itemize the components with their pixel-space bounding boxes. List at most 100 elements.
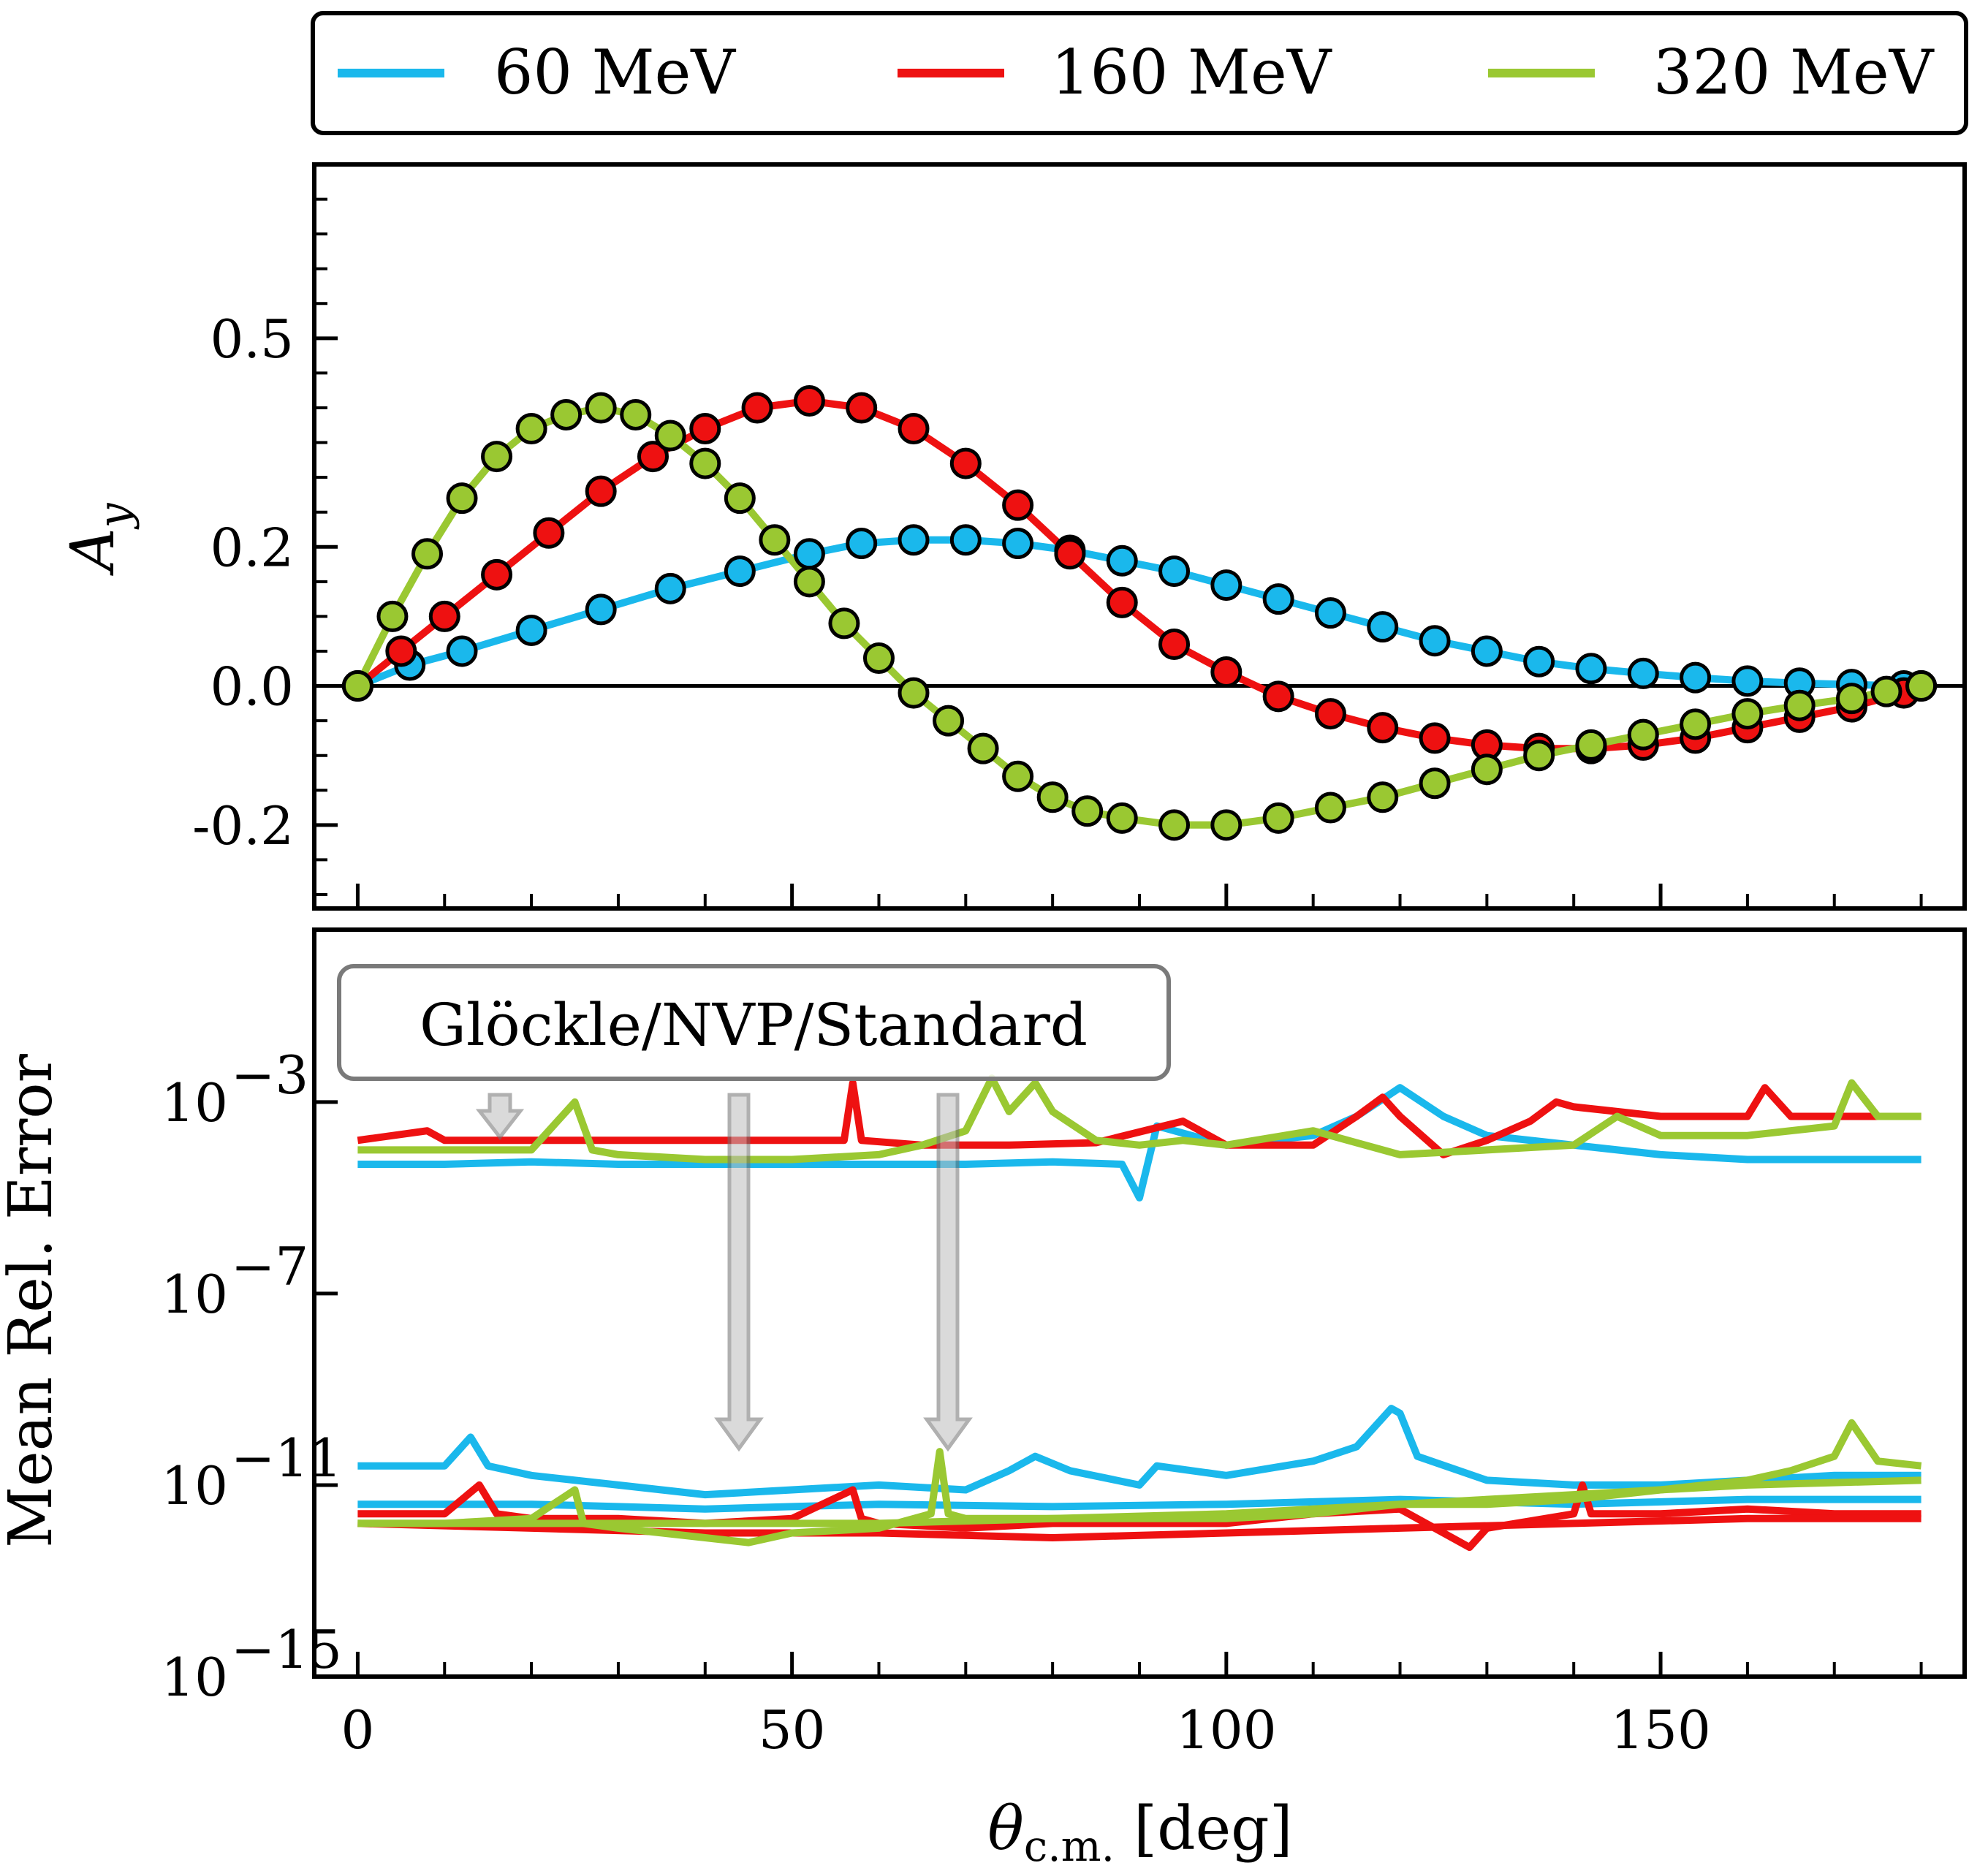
top-series-marker-0 (1002, 528, 1034, 560)
bottom-series-line-4 (357, 1481, 1921, 1552)
top-series-line-1 (355, 397, 1923, 753)
bottom-y-axis-label: Mean Rel. Error (0, 1053, 66, 1548)
top-series-marker-0 (724, 555, 756, 588)
top-series-marker-1 (1314, 698, 1346, 730)
bottom-y-tick-exponent: −7 (231, 1236, 308, 1297)
top-series-marker-0 (949, 524, 982, 556)
top-series-marker-2 (689, 447, 721, 479)
legend-frame (311, 11, 1968, 135)
top-series-marker-2 (898, 677, 930, 709)
top-series-marker-1 (898, 413, 930, 445)
annotation: Glöckle/NVP/Standard (337, 964, 1171, 1452)
top-series-marker-2 (1523, 740, 1555, 772)
x-tick-label: 50 (759, 1699, 826, 1761)
annotation-text: Glöckle/NVP/Standard (420, 991, 1088, 1059)
bottom-series-line-3 (357, 1079, 1921, 1158)
top-series-marker-1 (481, 558, 513, 591)
top-series-marker-2 (411, 538, 443, 570)
top-series-marker-0 (846, 528, 878, 560)
top-series-marker-0 (1575, 653, 1607, 685)
top-series-marker-1 (689, 413, 721, 445)
top-series-marker-2 (793, 566, 825, 598)
top-panel: -0.2 0.0 0.2 0.5 Ay (58, 162, 1967, 911)
top-series-marker-2 (550, 399, 583, 431)
top-series-marker-2 (481, 441, 513, 473)
arrow-2 (714, 1093, 764, 1452)
legend-label-60: 60 MeV (494, 37, 736, 108)
legend-label-320: 320 MeV (1653, 37, 1935, 108)
top-series-marker-2 (1870, 675, 1902, 707)
legend-label-160: 160 MeV (1051, 37, 1332, 108)
bottom-y-tick-exponent: −3 (231, 1044, 308, 1106)
top-series-marker-0 (515, 614, 547, 646)
top-series-marker-2 (515, 413, 547, 445)
top-series-marker-0 (1419, 625, 1451, 657)
top-series-marker-1 (585, 475, 617, 507)
top-series-marker-2 (620, 399, 652, 431)
arrow-1 (475, 1093, 525, 1141)
top-axes: -0.2 0.0 0.2 0.5 (192, 197, 1923, 908)
bottom-series-line-1 (357, 1405, 1921, 1499)
top-series-marker-1 (793, 384, 825, 417)
top-series-marker-2 (724, 482, 756, 515)
top-series-marker-2 (862, 642, 895, 674)
top-series-marker-0 (1106, 544, 1138, 577)
top-series-marker-2 (1071, 795, 1104, 827)
top-plot-area (314, 384, 1965, 841)
top-series-marker-0 (1680, 661, 1712, 694)
top-series-marker-1 (385, 635, 417, 667)
top-series-marker-1 (637, 441, 669, 473)
top-y-tick-label: 0.2 (210, 517, 294, 578)
top-series-marker-2 (585, 392, 617, 424)
top-series-marker-0 (898, 524, 930, 556)
top-y-axis-label: Ay (58, 502, 140, 576)
top-series-marker-0 (1367, 611, 1399, 643)
top-series-marker-1 (1367, 712, 1399, 744)
top-series-marker-2 (1314, 792, 1346, 824)
top-series-marker-0 (1262, 583, 1294, 615)
top-series-marker-2 (933, 705, 965, 737)
top-series-marker-0 (1627, 657, 1659, 689)
top-series-marker-2 (1002, 760, 1034, 792)
top-series-marker-2 (828, 607, 860, 640)
bottom-y-tick-label: 10 (161, 1072, 228, 1134)
top-series-marker-2 (1036, 781, 1069, 813)
top-series-marker-2 (759, 524, 791, 556)
top-series-marker-0 (585, 593, 617, 626)
arrow-3 (923, 1093, 973, 1452)
top-series-marker-0 (1210, 569, 1242, 601)
top-series-marker-2 (967, 732, 999, 764)
top-panel-frame (312, 162, 1967, 911)
top-series-marker-0 (1158, 555, 1191, 588)
top-series-marker-1 (533, 517, 565, 549)
top-series-marker-2 (1905, 670, 1938, 702)
top-series-marker-2 (654, 420, 686, 452)
top-y-tick-label: 0.5 (210, 308, 294, 370)
top-series-marker-0 (793, 538, 825, 570)
top-series-marker-2 (1680, 708, 1712, 740)
top-series-marker-1 (949, 447, 982, 479)
x-tick-label: 100 (1176, 1699, 1276, 1761)
top-series-marker-1 (1106, 586, 1138, 618)
bottom-series-line-2 (357, 1495, 1921, 1513)
bottom-series-line-8 (357, 1476, 1921, 1527)
bottom-series-line-6 (357, 1074, 1921, 1164)
top-series-marker-2 (1367, 781, 1399, 813)
top-series-marker-0 (1523, 645, 1555, 678)
top-series-marker-2 (1731, 698, 1764, 730)
bottom-y-tick-label: 10 (161, 1455, 228, 1517)
top-series-marker-2 (1419, 767, 1451, 800)
top-series-marker-0 (654, 572, 686, 604)
x-tick-label: 150 (1610, 1699, 1710, 1761)
bottom-y-tick-exponent: −15 (231, 1619, 342, 1680)
top-y-tick-label: -0.2 (192, 795, 294, 857)
top-y-tick-label: 0.0 (210, 656, 294, 718)
top-series-marker-2 (341, 670, 373, 702)
top-series-marker-2 (1210, 809, 1242, 841)
top-series-marker-1 (846, 392, 878, 424)
top-series-marker-1 (1262, 680, 1294, 713)
legend: 60 MeV 160 MeV 320 MeV (311, 11, 1968, 135)
bottom-y-tick-label: 10 (161, 1264, 228, 1325)
top-series-marker-0 (446, 635, 478, 667)
